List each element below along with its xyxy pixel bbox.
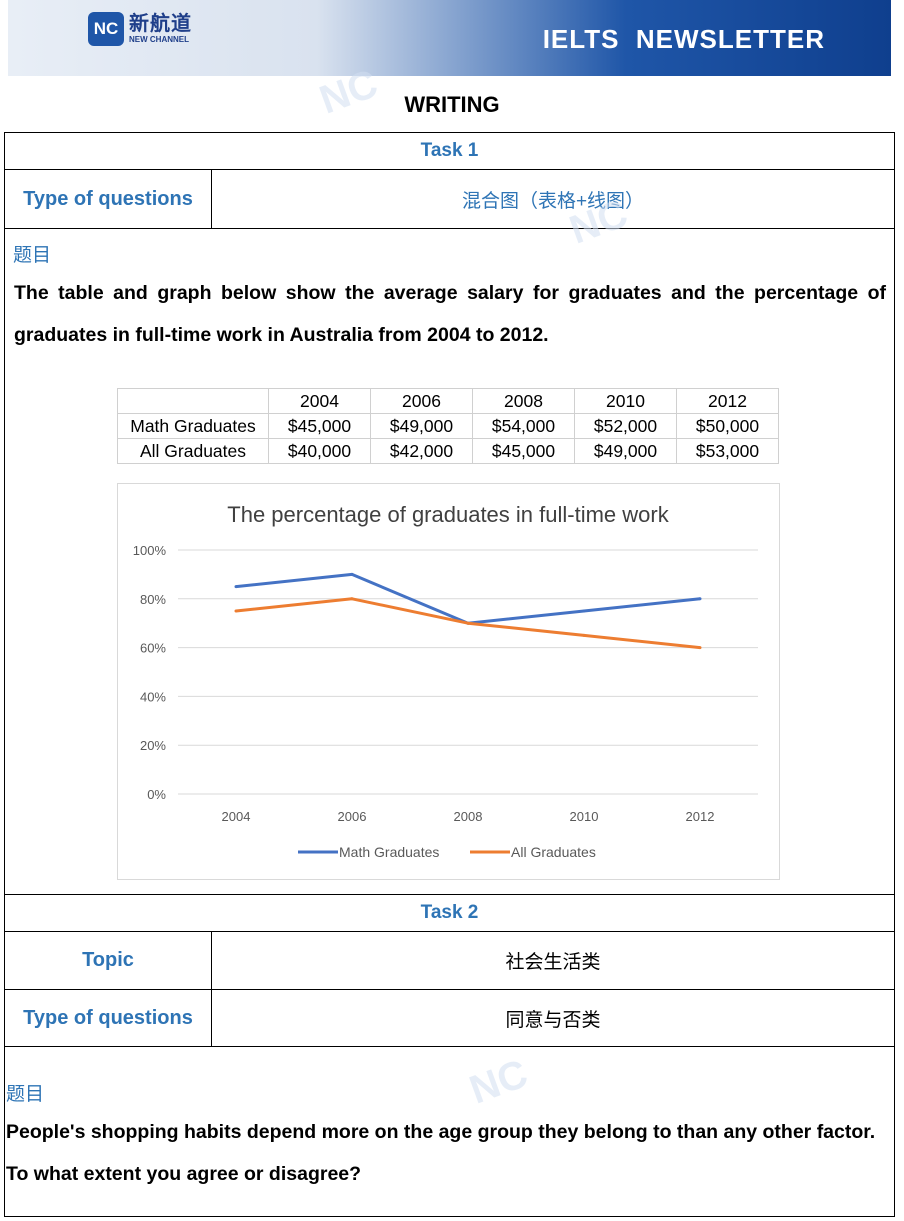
data-point — [582, 609, 586, 613]
data-point — [234, 585, 238, 589]
task2-topic-row: Topic 社会生活类 — [4, 931, 895, 990]
table-header-row: 2004 2006 2008 2010 2012 — [117, 388, 779, 414]
data-point — [350, 597, 354, 601]
table-row: All Graduates $40,000 $42,000 $45,000 $4… — [117, 438, 779, 464]
table-year: 2012 — [676, 388, 779, 414]
table-cell: $54,000 — [472, 413, 575, 439]
task2-type-value: 同意与否类 — [505, 1009, 601, 1031]
table-row: Math Graduates $45,000 $49,000 $54,000 $… — [117, 413, 779, 439]
table-cell: $42,000 — [370, 438, 473, 464]
task2-prompt: People's shopping habits depend more on … — [6, 1121, 876, 1185]
table-cell: $49,000 — [574, 438, 677, 464]
table-year: 2010 — [574, 388, 677, 414]
table-cell: $50,000 — [676, 413, 779, 439]
logo-cn-text: 新航道 — [129, 13, 192, 35]
table-cell: $53,000 — [676, 438, 779, 464]
line-chart: The percentage of graduates in full-time… — [117, 483, 780, 880]
logo-en-text: NEW CHANNEL — [129, 35, 189, 44]
y-tick-label: 100% — [133, 543, 167, 558]
row-label: Math Graduates — [117, 413, 269, 439]
table-year: 2006 — [370, 388, 473, 414]
table-cell: $40,000 — [268, 438, 371, 464]
task2-type-row: Type of questions 同意与否类 — [4, 989, 895, 1047]
y-tick-label: 0% — [147, 787, 166, 802]
task2-header: Task 2 — [4, 894, 895, 932]
newsletter-header: NC 新航道 NEW CHANNEL IELTS NEWSLETTER — [8, 0, 891, 76]
table-cell: $45,000 — [268, 413, 371, 439]
y-tick-label: 40% — [140, 689, 166, 704]
task1-title: Task 1 — [420, 140, 479, 161]
y-tick-label: 80% — [140, 592, 166, 607]
x-tick-label: 2010 — [570, 809, 599, 824]
y-tick-label: 20% — [140, 738, 166, 753]
table-cell: $45,000 — [472, 438, 575, 464]
task2-title: Task 2 — [420, 902, 479, 923]
data-point — [350, 572, 354, 576]
task2-body — [4, 1046, 895, 1217]
table-cell: $52,000 — [574, 413, 677, 439]
data-point — [466, 621, 470, 625]
task1-topic-marker: 题目 — [13, 245, 52, 266]
salary-table: 2004 2006 2008 2010 2012 Math Graduates … — [117, 388, 779, 464]
table-cell: $49,000 — [370, 413, 473, 439]
x-tick-label: 2012 — [686, 809, 715, 824]
legend-label: All Graduates — [511, 844, 596, 860]
task1-type-label: Type of questions — [5, 170, 212, 228]
section-title: WRITING — [404, 92, 500, 117]
task1-type-row: Type of questions 混合图（表格+线图） — [4, 169, 895, 229]
task2-topic-value: 社会生活类 — [505, 952, 601, 973]
data-point — [582, 633, 586, 637]
row-label: All Graduates — [117, 438, 269, 464]
brand-logo: NC 新航道 NEW CHANNEL — [88, 12, 192, 46]
x-tick-label: 2004 — [222, 809, 251, 824]
newsletter-title: IELTS NEWSLETTER — [542, 24, 825, 54]
task2-topic-label: Topic — [5, 932, 212, 989]
chart-title: The percentage of graduates in full-time… — [227, 502, 669, 527]
task2-topic-marker: 题目 — [6, 1084, 45, 1105]
x-tick-label: 2006 — [338, 809, 367, 824]
task1-header: Task 1 — [4, 132, 895, 170]
task1-prompt: The table and graph below show the avera… — [14, 282, 886, 346]
logo-badge: NC — [88, 12, 124, 46]
x-tick-label: 2008 — [454, 809, 483, 824]
task1-type-value: 混合图（表格+线图） — [461, 190, 645, 212]
task2-type-label: Type of questions — [5, 990, 212, 1046]
table-year: 2008 — [472, 388, 575, 414]
line-chart-svg: The percentage of graduates in full-time… — [133, 502, 758, 860]
data-point — [698, 646, 702, 650]
data-point — [698, 597, 702, 601]
data-point — [234, 609, 238, 613]
table-year: 2004 — [268, 388, 371, 414]
legend-label: Math Graduates — [339, 844, 439, 860]
y-tick-label: 60% — [140, 641, 166, 656]
